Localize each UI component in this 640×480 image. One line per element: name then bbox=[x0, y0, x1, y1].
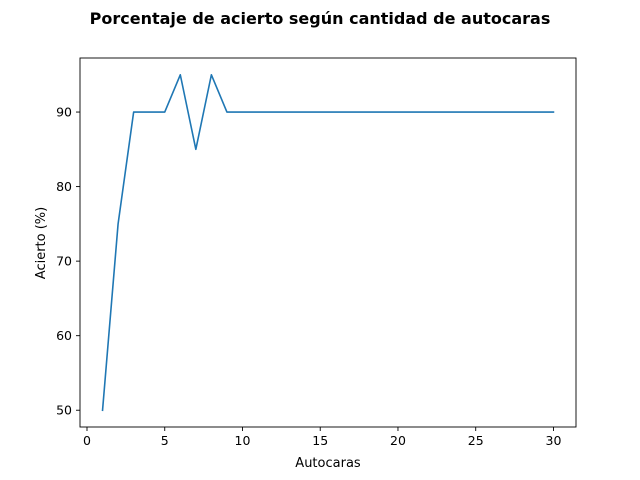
y-tick-label: 60 bbox=[56, 328, 72, 343]
x-tick-label: 20 bbox=[390, 433, 406, 448]
plot-area: 0 5 10 15 20 25 30 50 60 70 80 90 bbox=[56, 57, 577, 448]
x-tick-label: 10 bbox=[235, 433, 251, 448]
y-tick-label: 90 bbox=[56, 105, 72, 120]
y-tick-label: 80 bbox=[56, 179, 72, 194]
x-tick-label: 15 bbox=[312, 433, 328, 448]
x-tick-label: 0 bbox=[83, 433, 91, 448]
x-tick-label: 25 bbox=[468, 433, 484, 448]
y-tick-label: 50 bbox=[56, 403, 72, 418]
x-axis-label: Autocaras bbox=[295, 456, 361, 471]
plot-frame bbox=[79, 57, 577, 428]
y-axis-label: Acierto (%) bbox=[34, 207, 49, 279]
x-tick-label: 30 bbox=[546, 433, 562, 448]
y-tick-label: 70 bbox=[56, 254, 72, 269]
x-tick-label: 5 bbox=[161, 433, 169, 448]
chart-title: Porcentaje de acierto según cantidad de … bbox=[90, 9, 551, 28]
series-line-0 bbox=[101, 73, 555, 412]
